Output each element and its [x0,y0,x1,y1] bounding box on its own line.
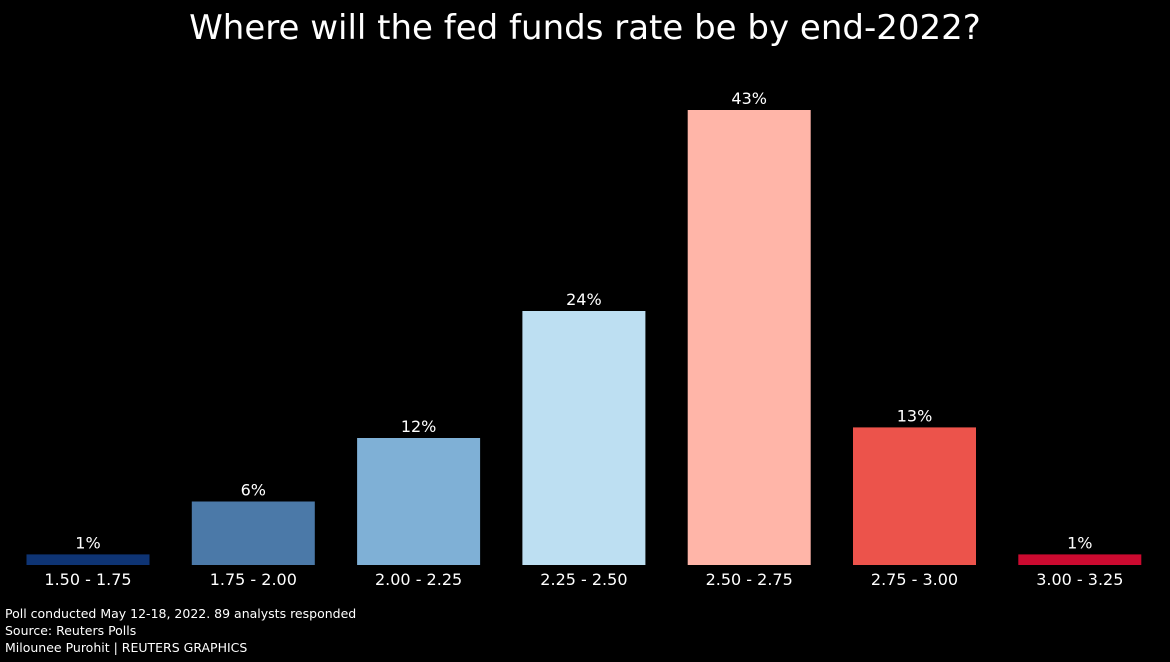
credit-note: Milounee Purohit | REUTERS GRAPHICS [5,640,248,655]
x-tick-label: 2.00 - 2.25 [375,570,462,589]
chart-footer: Poll conducted May 12-18, 2022. 89 analy… [5,605,356,656]
data-label: 12% [401,417,437,436]
bar-1-75-2-00 [191,501,315,565]
data-label: 43% [731,89,767,108]
bar-2-25-2-50 [522,311,646,565]
x-tick-label: 2.75 - 3.00 [871,570,958,589]
poll-note: Poll conducted May 12-18, 2022. 89 analy… [5,606,357,621]
x-tick-label: 2.50 - 2.75 [706,570,793,589]
x-tick-label: 2.25 - 2.50 [540,570,627,589]
x-tick-label: 3.00 - 3.25 [1036,570,1123,589]
bar-2-50-2-75 [687,110,811,565]
data-label: 1% [1067,533,1092,552]
source-note: Source: Reuters Polls [5,623,137,638]
bar-2-00-2-25 [357,438,481,565]
data-label: 13% [897,406,933,425]
bar-2-75-3-00 [853,427,976,565]
x-tick-label: 1.50 - 1.75 [44,570,131,589]
data-label: 6% [241,481,266,500]
data-label: 1% [75,533,100,552]
bar-1-50-1-75 [26,554,150,565]
chart-title: Where will the fed funds rate be by end-… [189,8,981,48]
bar-3-00-3-25 [1018,554,1142,565]
x-tick-label: 1.75 - 2.00 [210,570,297,589]
data-label: 24% [566,290,602,309]
